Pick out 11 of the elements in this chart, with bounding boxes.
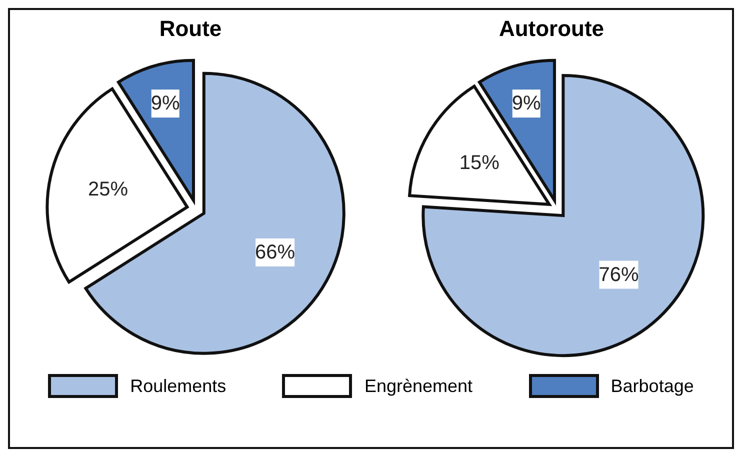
- data-label: 76%: [598, 264, 638, 286]
- legend-label: Barbotage: [610, 376, 694, 396]
- data-label: 9%: [150, 92, 180, 115]
- data-label: 15%: [458, 152, 500, 174]
- legend-label: Engrènement: [364, 376, 473, 396]
- legend-label: Roulements: [130, 376, 226, 396]
- data-label: 66%: [254, 241, 295, 264]
- data-label: 9%: [511, 92, 541, 115]
- chart-title: Route: [159, 16, 222, 43]
- chart-title: Autoroute: [498, 16, 604, 43]
- data-label: 25%: [87, 178, 128, 200]
